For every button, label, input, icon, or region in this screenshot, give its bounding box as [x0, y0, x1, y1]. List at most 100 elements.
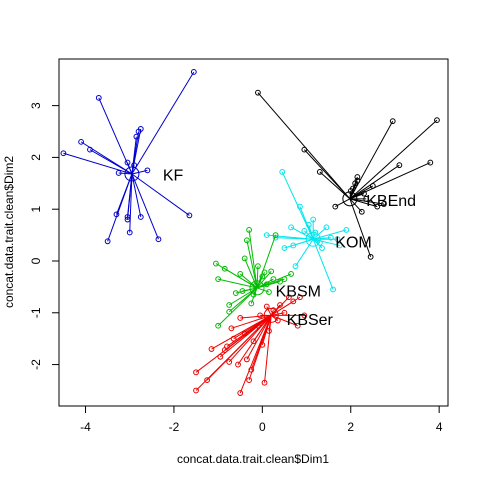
- spoke-line: [131, 173, 190, 216]
- data-point: [221, 265, 228, 272]
- spoke-line: [349, 198, 363, 213]
- data-point: [217, 353, 224, 360]
- data-point: [226, 359, 233, 365]
- spoke-line: [349, 162, 431, 200]
- data-point: [235, 361, 241, 368]
- data-point: [215, 322, 222, 329]
- data-point: [226, 308, 233, 315]
- spoke-line: [256, 234, 277, 289]
- data-point: [95, 94, 102, 101]
- spoke-line: [244, 258, 258, 289]
- spoke-line: [131, 128, 142, 175]
- x-tick-label: -4: [80, 420, 91, 434]
- data-point: [330, 286, 336, 293]
- spoke-line: [257, 92, 351, 200]
- spoke-line: [303, 149, 351, 200]
- spoke-line: [349, 164, 400, 200]
- data-point: [215, 276, 222, 283]
- data-point: [361, 190, 367, 197]
- data-point: [241, 255, 248, 262]
- data-point: [263, 281, 270, 288]
- group-label: KF: [163, 167, 184, 184]
- data-point: [354, 177, 361, 184]
- data-point: [294, 322, 301, 329]
- data-point: [358, 208, 365, 215]
- x-tick-label: -2: [169, 420, 180, 434]
- data-point: [367, 253, 374, 260]
- series-kf: [60, 69, 197, 245]
- data-point: [327, 234, 334, 241]
- data-point: [381, 201, 387, 207]
- spoke-line: [270, 314, 298, 327]
- spoke-line: [98, 97, 133, 175]
- data-point: [241, 330, 248, 337]
- spoke-line: [217, 287, 258, 327]
- group-label: KBSM: [276, 283, 321, 300]
- data-point: [115, 170, 122, 176]
- data-point: [301, 312, 308, 319]
- data-point: [213, 260, 219, 267]
- data-point: [204, 377, 210, 384]
- data-point: [226, 302, 233, 308]
- spoke-line: [313, 238, 340, 246]
- data-point: [268, 268, 275, 275]
- data-point: [78, 138, 85, 145]
- data-point: [124, 159, 131, 166]
- y-tick-label: 3: [29, 102, 43, 109]
- data-point: [261, 379, 268, 386]
- spoke-line: [228, 315, 272, 363]
- data-point: [336, 242, 343, 249]
- data-point: [250, 338, 257, 345]
- data-point: [281, 276, 288, 283]
- data-point: [310, 216, 317, 223]
- group-center: [305, 231, 321, 247]
- spoke-line: [89, 149, 133, 175]
- x-tick-label: 4: [436, 420, 443, 434]
- x-axis-label: concat.data.trait.clean$Dim1: [177, 452, 329, 466]
- group-label: KBSer: [287, 312, 334, 329]
- spoke-line: [131, 71, 195, 175]
- data-point: [230, 335, 237, 342]
- spoke-line: [248, 315, 272, 381]
- spoke-line: [248, 229, 258, 288]
- spoke-line: [312, 226, 327, 240]
- data-point: [297, 203, 303, 210]
- data-point: [261, 269, 268, 276]
- spoke-line: [256, 273, 292, 289]
- data-point: [124, 216, 131, 223]
- spoke-line: [319, 171, 351, 200]
- data-point: [87, 146, 93, 153]
- group-center: [249, 280, 265, 296]
- x-axis: -4 -2 0 2 4: [80, 405, 443, 434]
- spoke-line: [256, 271, 272, 289]
- y-tick-label: 0: [29, 257, 43, 264]
- data-point: [290, 242, 297, 249]
- spoke-line: [131, 173, 159, 240]
- spoke-line: [131, 136, 137, 175]
- data-point: [243, 356, 250, 363]
- data-point: [354, 174, 361, 180]
- series-kbend: [255, 89, 440, 260]
- data-point: [248, 366, 255, 373]
- spoke-line: [253, 287, 258, 295]
- data-point: [126, 229, 133, 236]
- spoke-line: [275, 237, 314, 240]
- x-tick-label: 0: [259, 420, 266, 434]
- data-point: [60, 150, 67, 157]
- spoke-line: [228, 287, 258, 306]
- data-point: [270, 276, 277, 283]
- data-point: [193, 387, 199, 394]
- spoke-line: [349, 198, 372, 258]
- spoke-line: [290, 226, 314, 240]
- group-label: KOM: [335, 235, 371, 252]
- data-point: [104, 238, 111, 245]
- spoke-line: [349, 120, 394, 200]
- data-point: [263, 303, 270, 310]
- spoke-line: [239, 273, 258, 289]
- group-label: KBEnd: [366, 193, 416, 210]
- data-point: [232, 290, 239, 296]
- data-point: [193, 369, 199, 376]
- data-point: [301, 228, 308, 234]
- data-point: [434, 117, 440, 124]
- spoke-line: [295, 238, 314, 267]
